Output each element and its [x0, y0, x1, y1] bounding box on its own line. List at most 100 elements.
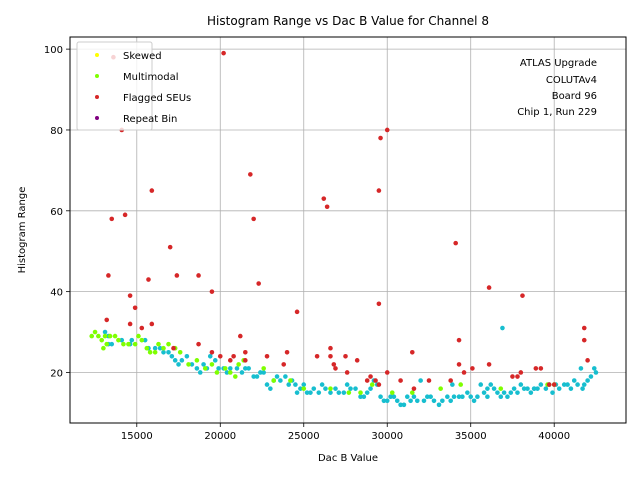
point-flagged-seus: [373, 378, 378, 383]
point-normal: [129, 337, 135, 343]
point-normal: [102, 329, 108, 335]
point-normal: [568, 386, 574, 391]
point-flagged-seus: [510, 374, 515, 379]
point-flagged-seus: [486, 362, 492, 367]
point-multimodal: [177, 349, 183, 355]
point-multimodal: [222, 366, 228, 371]
point-multimodal: [107, 333, 113, 339]
point-multimodal: [232, 374, 238, 379]
point-flagged-seus: [146, 277, 151, 282]
point-flagged-seus: [581, 325, 587, 331]
point-flagged-seus: [384, 370, 390, 375]
point-multimodal: [389, 390, 395, 395]
point-flagged-seus: [378, 135, 383, 141]
point-flagged-seus: [409, 349, 415, 355]
point-flagged-seus: [132, 305, 138, 311]
point-normal: [578, 366, 584, 371]
point-flagged-seus: [354, 358, 360, 363]
grid: [70, 37, 626, 423]
point-multimodal: [89, 333, 95, 339]
point-normal: [258, 370, 263, 375]
point-flagged-seus: [196, 273, 201, 278]
point-normal: [421, 398, 427, 404]
point-normal: [538, 382, 544, 387]
point-flagged-seus: [581, 337, 587, 343]
point-flagged-seus: [448, 378, 453, 383]
point-normal: [543, 386, 549, 391]
legend-marker-repeat-bin: [95, 116, 99, 120]
point-normal: [500, 325, 505, 331]
point-normal: [243, 366, 248, 371]
point-normal: [561, 382, 567, 387]
point-flagged-seus: [328, 354, 333, 359]
point-multimodal: [346, 390, 352, 395]
point-normal: [169, 354, 175, 359]
point-normal: [189, 362, 195, 367]
point-normal: [460, 394, 465, 400]
point-normal: [556, 386, 562, 391]
point-normal: [227, 366, 233, 371]
point-normal: [518, 382, 524, 387]
point-flagged-seus: [243, 358, 248, 363]
x-tick-label: 15000: [121, 431, 153, 442]
point-multimodal: [121, 341, 126, 347]
point-flagged-seus: [426, 378, 432, 383]
point-multimodal: [288, 378, 293, 383]
point-normal: [481, 390, 487, 395]
point-normal: [505, 394, 510, 400]
point-multimodal: [358, 390, 363, 395]
point-flagged-seus: [209, 289, 215, 294]
point-normal: [511, 386, 517, 391]
point-normal: [414, 398, 420, 404]
point-normal: [207, 354, 213, 359]
point-flagged-seus: [248, 172, 253, 177]
point-normal: [348, 386, 353, 391]
point-multimodal: [126, 341, 131, 347]
point-normal: [278, 378, 283, 383]
point-normal: [450, 382, 455, 387]
point-normal: [274, 374, 280, 379]
point-flagged-seus: [284, 349, 290, 355]
point-normal: [404, 394, 410, 400]
point-multimodal: [104, 341, 110, 347]
point-flagged-seus: [453, 240, 458, 246]
point-normal: [528, 390, 534, 395]
point-normal: [254, 374, 260, 379]
point-normal: [212, 358, 218, 363]
point-flagged-seus: [139, 325, 145, 331]
chart-title: Histogram Range vs Dac B Value for Chann…: [207, 14, 489, 28]
point-flagged-seus: [331, 362, 337, 367]
point-normal: [521, 386, 527, 391]
point-flagged-seus: [321, 196, 327, 201]
point-flagged-seus: [217, 354, 223, 359]
point-normal: [495, 390, 500, 395]
point-flagged-seus: [314, 354, 320, 359]
point-normal: [436, 402, 442, 408]
point-multimodal: [132, 341, 138, 347]
point-normal: [515, 390, 520, 395]
legend-label-flagged-seus: Flagged SEUs: [123, 93, 191, 104]
point-normal: [364, 390, 370, 395]
point-flagged-seus: [171, 345, 176, 351]
data-points: [89, 50, 599, 408]
point-normal: [431, 398, 437, 404]
point-multimodal: [147, 349, 153, 355]
point-normal: [161, 349, 166, 355]
point-flagged-seus: [231, 354, 236, 359]
legend-item-multimodal: Multimodal: [95, 72, 179, 83]
point-normal: [142, 337, 148, 343]
point-normal: [197, 370, 203, 375]
y-tick-label: 60: [50, 207, 63, 218]
point-normal: [585, 378, 590, 383]
point-normal: [411, 394, 417, 400]
legend-item-flagged-seus: Flagged SEUs: [95, 93, 191, 104]
legend-label-repeat-bin: Repeat Bin: [123, 114, 177, 125]
x-axis: 15000 20000 25000 30000 35000 40000: [121, 423, 570, 442]
point-normal: [501, 390, 507, 395]
point-flagged-seus: [486, 285, 492, 290]
legend-label-multimodal: Multimodal: [123, 72, 179, 83]
point-normal: [471, 398, 477, 404]
point-flagged-seus: [538, 366, 544, 371]
point-normal: [268, 386, 273, 391]
